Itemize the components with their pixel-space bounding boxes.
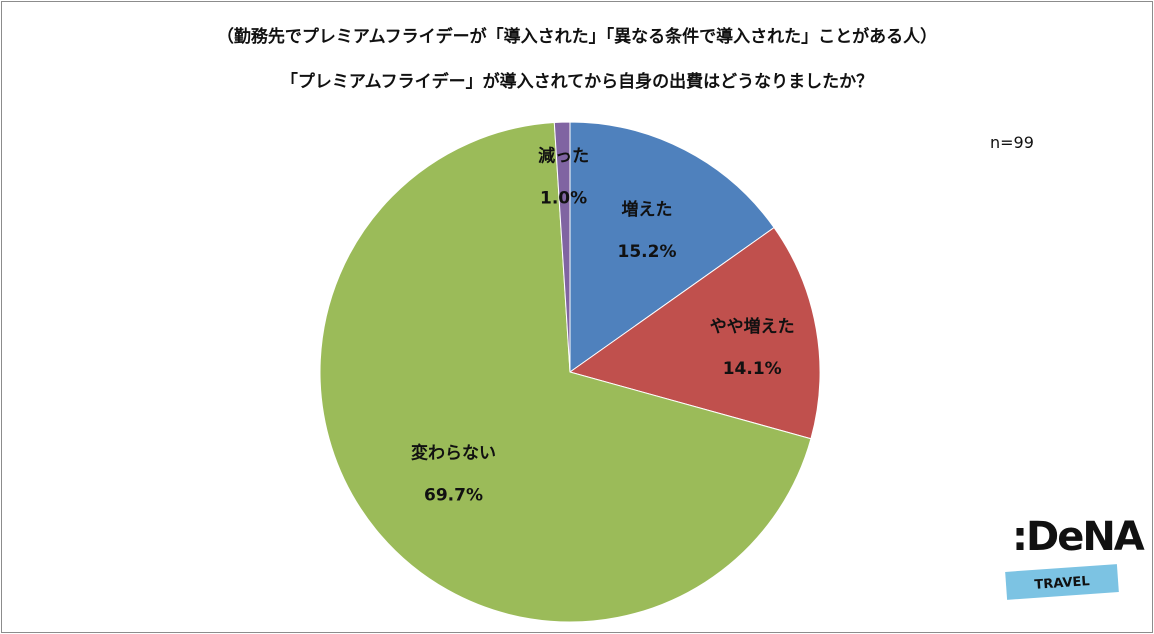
chart-subtitle: （勤務先でプレミアムフライデーが「導入された」「異なる条件で導入された」ことがあ… [216,27,938,47]
slice-category-label: 変わらない [411,443,496,464]
slice-category-label: 増えた [622,199,673,220]
slice-value-label: 15.2% [618,242,677,262]
slice-value-label: 69.7% [424,486,483,506]
slice-category-label: 減った [538,146,589,167]
logo-badge-text: TRAVEL [1033,574,1091,593]
pie-slices [319,121,821,623]
dena-travel-logo: :DeNA TRAVEL [1004,514,1145,604]
pie-labels: 増えた 15.2% やや増えた 14.1% 変わらない 69.7% 減った 1.0% [411,146,795,506]
pie-slice-4 [553,121,571,373]
slice-category-label: やや増えた [710,316,795,337]
logo-badge: TRAVEL [1005,564,1119,600]
pie-slice-1 [569,121,775,373]
pie-slice-2 [568,226,821,440]
slice-value-label: 1.0% [540,189,587,209]
logo-wordmark: :DeNA [1012,514,1145,560]
sample-size-label: n=99 [990,133,1034,152]
chart-title: 「プレミアムフライデー」が導入されてから自身の出費はどうなりましたか？ [280,72,874,92]
pie-slice-3 [319,121,812,623]
slice-value-label: 14.1% [723,359,782,379]
